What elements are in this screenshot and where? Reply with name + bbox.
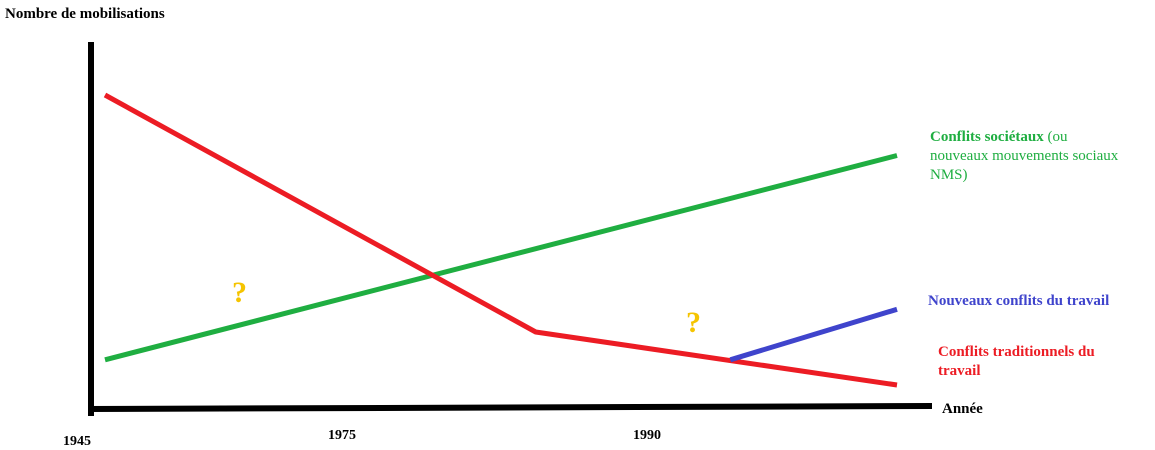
series-layer (103, 92, 898, 388)
series-label-conflits-societaux: Conflits sociétaux (ou nouveaux mouvemen… (930, 128, 1120, 184)
question-mark-annotation-2: ? (686, 306, 701, 339)
series-label-rest: (ou nouveaux mouvements sociaux NMS) (930, 129, 1119, 183)
question-mark-annotation-1: ? (232, 276, 247, 309)
x-tick-label-1975: 1975 (328, 428, 356, 443)
x-tick-label-1990: 1990 (633, 428, 661, 443)
x-tick-label-1945: 1945 (63, 434, 91, 449)
x-axis-label: Année (942, 401, 983, 417)
series-label-nouveaux-conflits: Nouveaux conflits du travail (928, 293, 1110, 309)
series-label-bold: Conflits sociétaux (930, 129, 1044, 145)
series-line-nouveaux-conflits (729, 306, 898, 363)
x-axis (87, 403, 933, 412)
series-line-conflits-societaux (104, 153, 898, 363)
series-line-conflits-traditionnels (103, 92, 898, 388)
series-label-conflits-traditionnels: Conflits traditionnels du travail (938, 344, 1095, 379)
y-axis-label: Nombre de mobilisations (5, 6, 165, 22)
